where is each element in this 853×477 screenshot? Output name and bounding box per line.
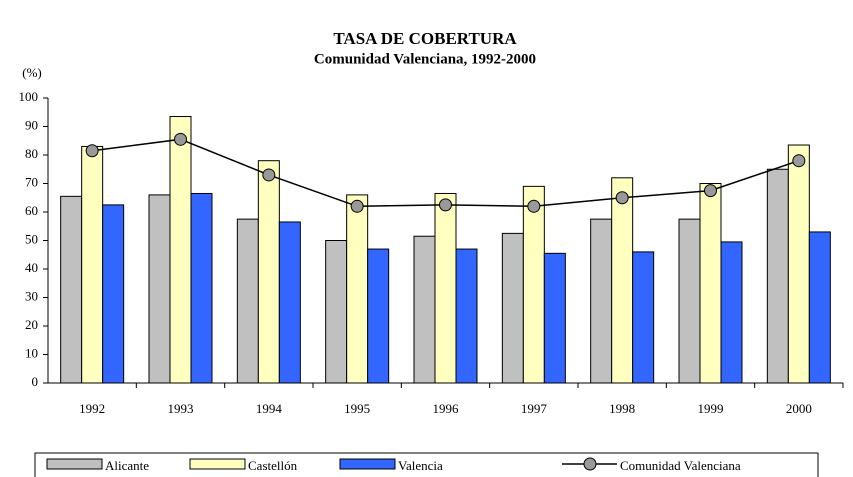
y-tick-label: 90 — [25, 117, 38, 132]
bar — [590, 218, 613, 384]
bar — [501, 232, 524, 384]
y-axis-label: (%) — [22, 65, 42, 80]
legend-swatch — [46, 458, 103, 470]
x-tick-label: 2000 — [786, 401, 812, 416]
line-marker — [704, 184, 717, 198]
legend-marker — [583, 457, 597, 471]
y-tick-label: 40 — [25, 260, 38, 275]
chart-title: TASA DE COBERTURA — [333, 29, 517, 48]
bar — [325, 240, 348, 384]
bar — [434, 192, 457, 384]
y-tick-label: 80 — [25, 146, 38, 161]
bar — [455, 248, 478, 384]
bar — [81, 145, 104, 384]
bar — [346, 194, 369, 384]
bar — [278, 221, 301, 384]
legend-swatch — [339, 458, 396, 470]
legend-label: Valencia — [398, 458, 443, 473]
x-tick-label: 1998 — [609, 401, 635, 416]
bar — [148, 194, 171, 384]
line-marker — [792, 154, 806, 168]
line-marker — [85, 144, 99, 158]
bar — [699, 183, 722, 384]
line-marker — [262, 168, 276, 182]
x-tick-label: 1999 — [698, 401, 724, 416]
legend-label: Comunidad Valenciana — [620, 458, 741, 473]
x-tick-label: 1996 — [433, 401, 460, 416]
y-tick-label: 100 — [19, 89, 39, 104]
bar — [190, 192, 213, 384]
legend-swatch — [189, 458, 246, 470]
line-marker — [439, 198, 452, 212]
y-tick-label: 50 — [25, 231, 38, 246]
bar — [766, 168, 789, 384]
bar — [543, 252, 566, 384]
y-tick-label: 30 — [25, 288, 38, 303]
bar — [236, 218, 259, 384]
bar — [60, 195, 83, 384]
y-tick-label: 0 — [32, 374, 39, 389]
bar — [678, 218, 701, 384]
y-tick-label: 10 — [25, 345, 38, 360]
line-marker — [174, 132, 187, 146]
bar — [632, 251, 655, 384]
bar — [808, 231, 831, 384]
bar — [169, 116, 192, 384]
bar — [522, 185, 545, 384]
legend-label: Alicante — [105, 458, 149, 473]
bar — [367, 248, 390, 384]
line-marker — [350, 199, 364, 213]
bar — [720, 241, 743, 384]
line-marker — [527, 199, 541, 213]
x-tick-label: 1997 — [521, 401, 548, 416]
x-tick-label: 1992 — [79, 401, 105, 416]
y-tick-label: 60 — [25, 203, 38, 218]
y-tick-label: 20 — [25, 317, 38, 332]
line-marker — [615, 191, 629, 205]
legend-box — [34, 452, 819, 477]
bar — [787, 144, 810, 384]
chart-subtitle: Comunidad Valenciana, 1992-2000 — [314, 51, 536, 67]
bar — [611, 177, 634, 384]
legend-label: Castellón — [248, 458, 298, 473]
x-tick-label: 1995 — [344, 401, 370, 416]
x-tick-label: 1994 — [256, 401, 283, 416]
bar — [102, 204, 125, 384]
bar — [257, 160, 280, 384]
bar — [413, 235, 436, 384]
x-tick-label: 1993 — [168, 401, 194, 416]
y-tick-label: 70 — [25, 174, 38, 189]
